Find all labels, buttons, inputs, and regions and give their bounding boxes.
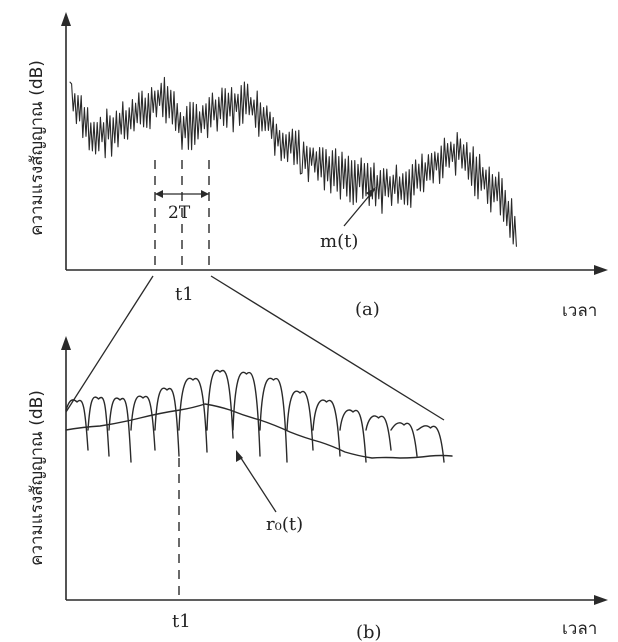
panel-b-signal-label: r₀(t) <box>266 514 303 535</box>
panel-b-caption: (b) <box>356 622 382 642</box>
panel-b-local-mean <box>65 403 453 459</box>
zoom-line-left <box>65 275 154 413</box>
panel-b-fading-signal <box>65 369 445 463</box>
panel-b-time-marker: t1 <box>172 611 191 632</box>
panel-a-bracket-arrow-left <box>155 190 163 198</box>
panel-b-x-arrow <box>594 595 608 605</box>
panel-a-signal-label: m(t) <box>320 231 358 252</box>
panel-b-x-axis-label: เวลา <box>562 619 597 639</box>
panel-b: r₀(t) t1 (b) เวลา ความแรงสัญญาณ (dB) <box>27 336 608 642</box>
zoom-line-right <box>210 275 445 421</box>
panel-a-bracket-arrow-right <box>201 190 209 198</box>
panel-b-y-axis-label: ความแรงสัญญาณ (dB) <box>27 390 47 566</box>
panel-a-y-arrow <box>61 12 71 26</box>
panel-a-x-axis-label: เวลา <box>562 301 597 321</box>
panel-a-signal-pointer <box>343 189 375 227</box>
panel-a-fading-signal <box>69 76 517 247</box>
panel-b-signal-pointer-head <box>236 450 243 462</box>
panel-a-time-marker: t1 <box>175 284 194 305</box>
panel-a-caption: (a) <box>355 299 380 320</box>
panel-a: 2T m(t) t1 (a) เวลา ความแรงสัญญาณ (dB) <box>27 12 608 321</box>
panel-b-signal-pointer <box>238 454 277 513</box>
panel-a-window-label: 2T <box>168 203 191 223</box>
panel-b-y-arrow <box>61 336 71 350</box>
panel-a-signal-pointer-head <box>366 187 376 197</box>
panel-a-x-arrow <box>594 265 608 275</box>
panel-a-y-axis-label: ความแรงสัญญาณ (dB) <box>27 60 47 236</box>
